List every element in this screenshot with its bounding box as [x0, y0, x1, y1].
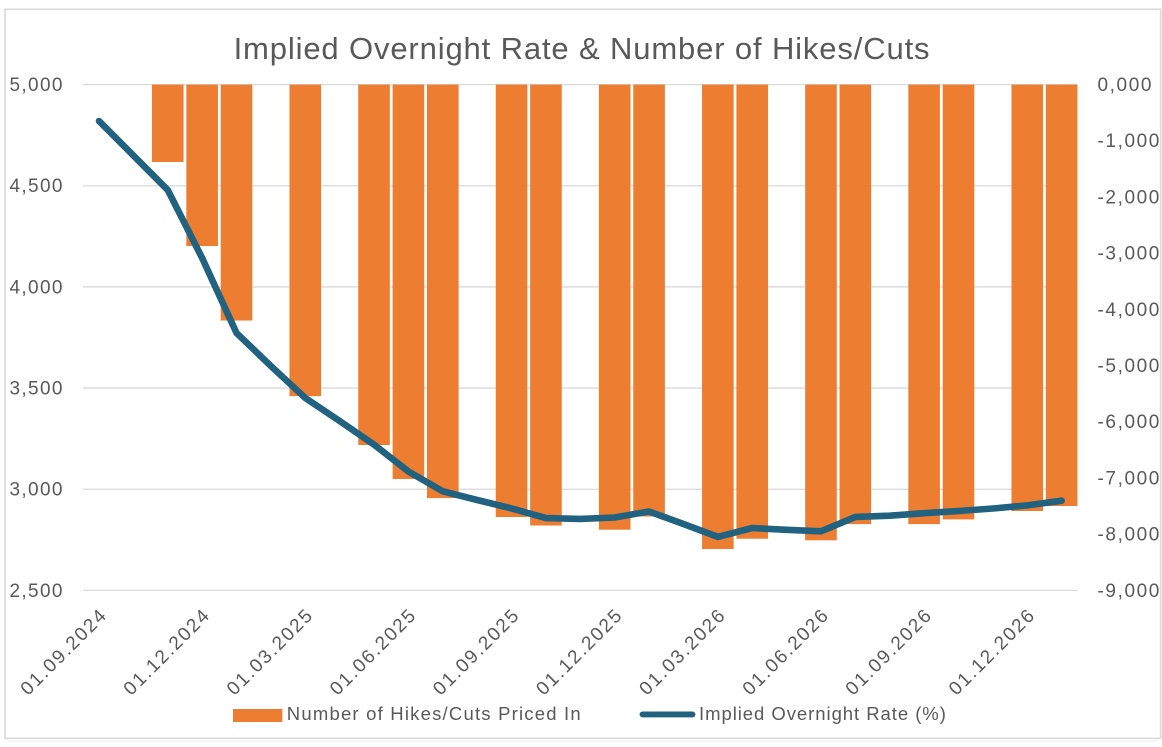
svg-text:-8,000: -8,000	[1098, 525, 1161, 546]
svg-text:0,000: 0,000	[1098, 75, 1154, 96]
svg-text:-4,000: -4,000	[1098, 300, 1161, 321]
svg-text:-3,000: -3,000	[1098, 244, 1161, 265]
svg-text:5,000: 5,000	[10, 75, 64, 96]
svg-text:-2,000: -2,000	[1098, 187, 1161, 208]
svg-text:-1,000: -1,000	[1098, 131, 1161, 152]
svg-text:-6,000: -6,000	[1098, 412, 1161, 433]
svg-text:Implied Overnight Rate (%): Implied Overnight Rate (%)	[699, 703, 947, 724]
svg-text:4,000: 4,000	[10, 277, 64, 298]
svg-text:-9,000: -9,000	[1098, 581, 1161, 602]
svg-text:2,500: 2,500	[10, 581, 64, 602]
svg-text:4,500: 4,500	[10, 176, 64, 197]
svg-text:Implied Overnight Rate & Numbe: Implied Overnight Rate & Number of Hikes…	[234, 31, 931, 66]
svg-text:-7,000: -7,000	[1098, 468, 1161, 489]
svg-text:3,500: 3,500	[10, 379, 64, 400]
svg-text:3,000: 3,000	[10, 480, 64, 501]
svg-text:Number of Hikes/Cuts Priced In: Number of Hikes/Cuts Priced In	[287, 703, 582, 724]
svg-text:-5,000: -5,000	[1098, 356, 1161, 377]
